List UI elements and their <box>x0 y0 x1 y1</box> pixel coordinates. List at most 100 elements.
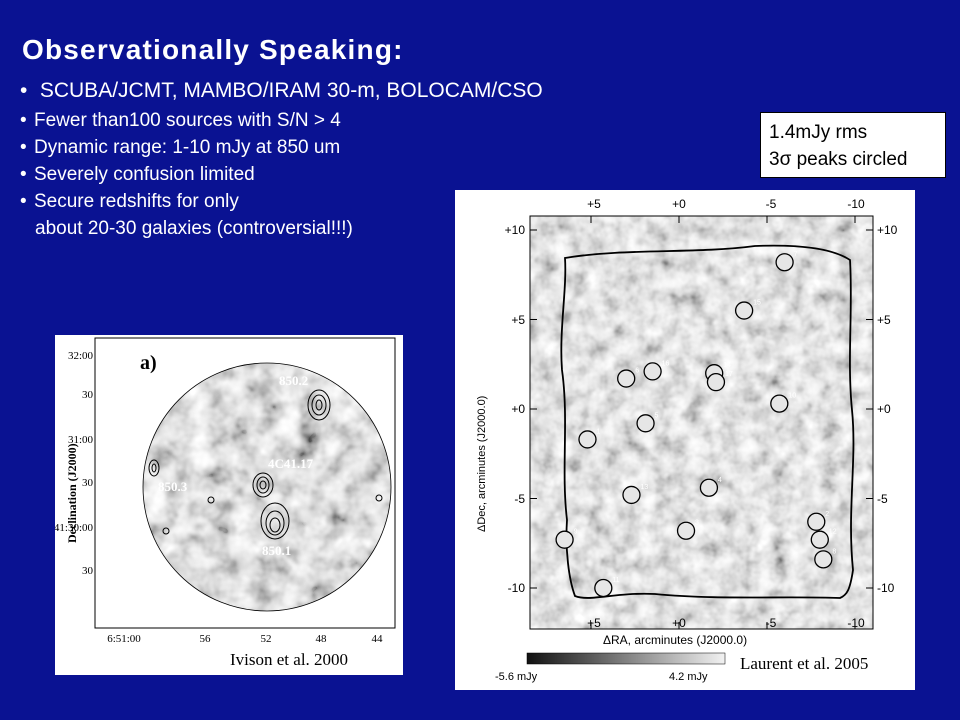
y-tick-label: 30 <box>82 477 94 489</box>
y-tick-label: 32:00 <box>68 350 94 362</box>
bullet-item: • SCUBA/JCMT, MAMBO/IRAM 30-m, BOLOCAM/C… <box>20 79 543 102</box>
y-tick-label: +0 <box>877 402 891 416</box>
x-tick-label: -5 <box>766 616 777 630</box>
figure-laurent: 1 2 3 4 5 6 7 8 9 10 11 12 13 14 15 16 17 +5 +0 -5 -10 +… <box>455 190 915 690</box>
x-tick-label: 44 <box>372 633 384 645</box>
y-tick-labels: 32:00 30 31:00 30 -41:30:00 30 <box>55 350 94 577</box>
panel-label: a) <box>140 352 157 374</box>
source-circle <box>676 521 696 540</box>
y-tick-label: -41:30:00 <box>55 522 93 534</box>
colorbar-max-label: 4.2 mJy <box>669 671 708 683</box>
bullet-item: • Severely confusion limited <box>20 164 255 185</box>
source-id-label: 15 <box>753 300 761 307</box>
source-id-label: 17 <box>725 371 733 378</box>
source-id-label: 1 <box>596 428 600 435</box>
source-circle <box>555 530 574 549</box>
source-id-label: 13 <box>640 484 648 491</box>
contours <box>148 389 383 540</box>
source-circle <box>643 362 662 381</box>
y-tick-label: +10 <box>505 223 526 237</box>
figure-ivison: a) 850.2 4C41.17 850.3 850.1 32:00 30 31… <box>55 335 403 675</box>
axis-ticks <box>530 216 873 629</box>
source-id-label: 8 <box>832 548 836 555</box>
bullet-item: • Fewer than100 sources with S/N > 4 <box>20 110 341 131</box>
bottom-x-tick-labels: +5 +0 -5 -10 <box>587 616 865 630</box>
flux-map <box>143 363 391 611</box>
y-tick-label: 30 <box>82 565 94 577</box>
y-tick-label: +5 <box>877 313 891 327</box>
left-y-tick-labels: +10 +5 +0 -5 -10 <box>505 223 526 595</box>
source-circle <box>622 485 641 505</box>
source-circle <box>775 253 794 272</box>
x-axis-label: ΔRA, arcminutes (J2000.0) <box>603 633 747 647</box>
x-tick-label: -10 <box>847 197 865 211</box>
y-tick-label: 31:00 <box>68 434 94 446</box>
x-tick-label: +0 <box>672 197 686 211</box>
bullet-list: • SCUBA/JCMT, MAMBO/IRAM 30-m, BOLOCAM/C… <box>20 75 543 242</box>
source-label: 850.1 <box>262 543 291 558</box>
source-id-label: 4 <box>718 477 722 484</box>
x-tick-labels: 6:51:00 56 52 48 44 <box>107 633 383 645</box>
source-circle <box>594 578 613 598</box>
coverage-boundary <box>560 244 855 599</box>
slide-title: Observationally Speaking: <box>22 34 404 65</box>
source-id-label: 14 <box>723 362 731 369</box>
x-tick-label: 52 <box>261 633 272 645</box>
source-label: 850.2 <box>279 373 308 388</box>
source-label: 850.3 <box>158 479 188 494</box>
source-circle <box>807 512 826 531</box>
bullet-text: Secure redshifts for only <box>34 191 239 212</box>
right-y-tick-labels: +10 +5 +0 -5 -10 <box>877 223 898 595</box>
source-circle <box>636 414 655 433</box>
top-x-tick-labels: +5 +0 -5 -10 <box>587 197 865 211</box>
plot-frame <box>529 215 874 630</box>
source-circle <box>734 301 754 320</box>
y-tick-label: 30 <box>82 389 94 401</box>
colorbar <box>526 652 726 665</box>
y-axis-label: ΔDec, arcminutes (J2000.0) <box>476 396 488 532</box>
x-tick-label: +5 <box>587 197 601 211</box>
ivison-map: a) 850.2 4C41.17 850.3 850.1 32:00 30 31… <box>55 337 396 645</box>
note-box: 1.4mJy rms 3σ peaks circled <box>760 112 946 178</box>
y-tick-label: +10 <box>877 223 898 237</box>
source-label: 4C41.17 <box>268 456 314 471</box>
y-tick-label: +5 <box>511 313 525 327</box>
source-circle <box>810 530 829 549</box>
x-tick-label: +0 <box>672 616 686 630</box>
x-tick-label: 48 <box>316 633 328 645</box>
bullet-item: • Secure redshifts for only <box>20 191 239 212</box>
note-line: 1.4mJy rms <box>769 122 868 143</box>
x-tick-label: -10 <box>847 616 865 630</box>
source-id-label: 9 <box>574 529 578 536</box>
y-tick-label: -10 <box>877 581 895 595</box>
bullet-text: Fewer than100 sources with S/N > 4 <box>34 110 341 131</box>
x-tick-label: 6:51:00 <box>107 633 141 645</box>
colorbar-min-label: -5.6 mJy <box>495 671 538 683</box>
source-id-label: 2 <box>825 511 829 518</box>
y-tick-label: +0 <box>511 402 525 416</box>
note-line: 3σ peaks circled <box>769 149 908 170</box>
source-id-label: 16 <box>662 360 670 367</box>
bullet-continuation: about 20-30 galaxies (controversial!!!) <box>35 218 353 239</box>
source-circle <box>578 430 597 449</box>
x-tick-label: 56 <box>200 633 212 645</box>
source-id-label: 7 <box>794 251 798 258</box>
source-id-label: 6 <box>635 368 639 375</box>
caption-ivison: Ivison et al. 2000 <box>226 650 353 670</box>
y-axis-label: Declination (J2000) <box>65 443 79 543</box>
plot-frame <box>94 337 396 629</box>
source-circle <box>770 394 789 413</box>
y-tick-label: -5 <box>877 492 888 506</box>
bullet-text: Dynamic range: 1-10 mJy at 850 um <box>34 137 341 158</box>
source-circle <box>699 478 719 497</box>
y-tick-label: -5 <box>514 492 525 506</box>
caption-laurent: Laurent et al. 2005 <box>736 654 873 674</box>
source-circle <box>617 369 636 388</box>
map-edge <box>142 362 392 612</box>
y-tick-label: -10 <box>508 581 526 595</box>
x-tick-label: -5 <box>766 197 777 211</box>
source-id-label: 11 <box>612 577 619 584</box>
bullet-item: • Dynamic range: 1-10 mJy at 850 um <box>20 137 341 158</box>
